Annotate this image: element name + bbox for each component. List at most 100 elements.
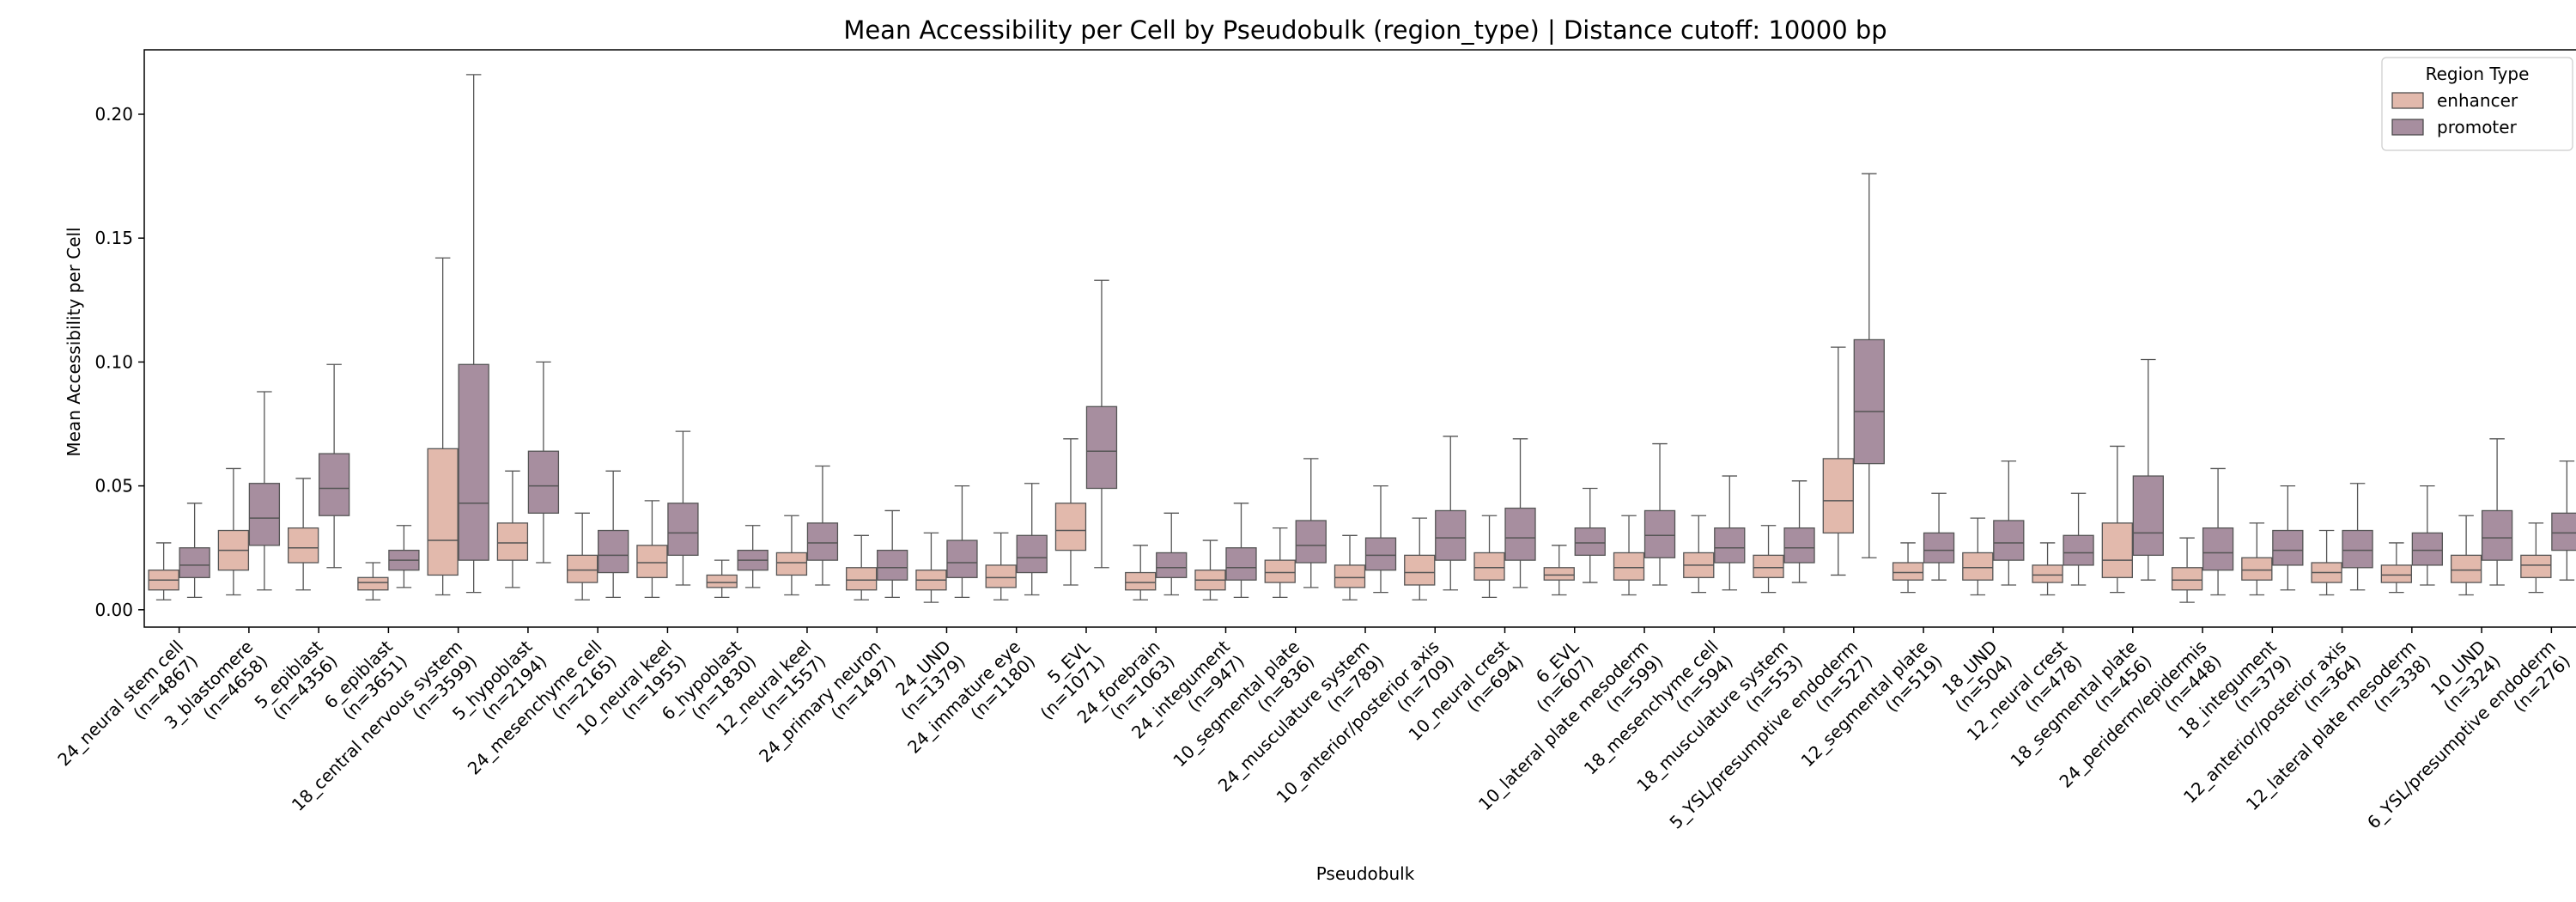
box-promoter — [2551, 460, 2576, 581]
box-iqr — [2411, 532, 2444, 566]
box-promoter — [458, 74, 489, 594]
legend-swatch-enhancer — [2391, 92, 2424, 109]
legend-swatch-promoter — [2391, 119, 2424, 136]
box-enhancer — [1473, 515, 1505, 599]
box-iqr — [1016, 534, 1048, 574]
box-iqr — [458, 363, 489, 561]
box-iqr — [1435, 509, 1467, 561]
x-axis-label: Pseudobulk — [1316, 863, 1415, 884]
box-enhancer — [2450, 515, 2482, 596]
box-iqr — [2063, 534, 2094, 566]
box-iqr — [1404, 554, 1436, 586]
box-iqr — [2032, 564, 2063, 583]
box-iqr — [877, 549, 908, 581]
box-enhancer — [775, 515, 808, 596]
box-enhancer — [287, 478, 319, 591]
box-promoter — [2272, 485, 2304, 591]
box-enhancer — [427, 257, 459, 596]
box-iqr — [1295, 520, 1327, 564]
box-promoter — [527, 361, 560, 564]
box-iqr — [985, 564, 1017, 588]
box-promoter — [318, 363, 350, 569]
box-iqr — [1962, 552, 1994, 581]
box-iqr — [1923, 532, 1955, 564]
box-enhancer — [2241, 522, 2273, 596]
box-enhancer — [846, 534, 878, 600]
box-iqr — [946, 539, 978, 578]
box-promoter — [2202, 467, 2234, 596]
box-enhancer — [2171, 537, 2203, 603]
box-iqr — [357, 576, 389, 591]
box-promoter — [1923, 492, 1955, 581]
box-iqr — [1364, 537, 1397, 571]
box-iqr — [287, 527, 319, 564]
box-iqr — [1334, 564, 1366, 588]
box-iqr — [1783, 527, 1815, 564]
box-iqr — [2481, 509, 2513, 561]
box-promoter — [388, 525, 420, 588]
box-enhancer — [1753, 525, 1784, 594]
box-iqr — [2520, 554, 2552, 578]
box-promoter — [946, 485, 978, 599]
box-enhancer — [1194, 539, 1226, 600]
box-promoter — [2481, 438, 2513, 586]
box-enhancer — [357, 562, 389, 600]
box-promoter — [877, 509, 908, 599]
box-promoter — [2063, 492, 2094, 586]
y-tick-label: 0.15 — [94, 228, 133, 248]
box-iqr — [775, 552, 808, 576]
box-iqr — [1473, 552, 1505, 581]
box-enhancer — [2380, 542, 2413, 594]
box-iqr — [1574, 527, 1606, 557]
box-promoter — [1435, 436, 1467, 591]
box-enhancer — [2032, 542, 2063, 596]
box-enhancer — [1962, 517, 1994, 596]
box-iqr — [2551, 512, 2576, 552]
box-enhancer — [1125, 545, 1157, 600]
box-iqr — [427, 448, 459, 576]
box-enhancer — [1892, 542, 1924, 594]
box-promoter — [1085, 279, 1118, 569]
box-iqr — [1543, 567, 1575, 581]
box-iqr — [1125, 571, 1157, 591]
box-enhancer — [1334, 534, 1366, 600]
y-tick-label: 0.20 — [94, 104, 133, 125]
box-promoter — [1504, 438, 1536, 588]
box-promoter — [1574, 487, 1606, 583]
legend-title: Region Type — [2426, 64, 2530, 84]
legend-label-enhancer: enhancer — [2437, 90, 2518, 111]
box-iqr — [1225, 547, 1257, 581]
box-enhancer — [2520, 522, 2552, 594]
box-iqr — [2202, 527, 2234, 571]
box-promoter — [248, 391, 281, 591]
box-iqr — [806, 522, 839, 561]
box-enhancer — [1683, 515, 1715, 594]
box-iqr — [1156, 552, 1188, 578]
box-iqr — [527, 450, 560, 514]
box-promoter — [2132, 358, 2164, 581]
box-enhancer — [217, 467, 250, 596]
box-iqr — [496, 522, 529, 561]
box-promoter — [806, 465, 839, 586]
box-iqr — [1085, 405, 1118, 490]
y-tick-label: 0.10 — [94, 351, 133, 372]
box-promoter — [1643, 442, 1676, 586]
box-iqr — [1993, 520, 2025, 561]
box-promoter — [1016, 483, 1048, 596]
box-iqr — [636, 545, 668, 578]
box-iqr — [667, 503, 699, 557]
box-promoter — [598, 470, 629, 599]
legend-label-promoter: promoter — [2437, 117, 2518, 137]
box-iqr — [2132, 475, 2164, 557]
box-enhancer — [1613, 515, 1645, 596]
box-iqr — [1714, 527, 1746, 564]
box-iqr — [2380, 564, 2413, 583]
box-enhancer — [1822, 346, 1854, 576]
box-enhancer — [2101, 445, 2133, 594]
legend: Region Type enhancer promoter — [2381, 57, 2573, 151]
box-promoter — [179, 503, 210, 599]
y-tick-label: 0.00 — [94, 600, 133, 620]
box-iqr — [706, 574, 738, 588]
